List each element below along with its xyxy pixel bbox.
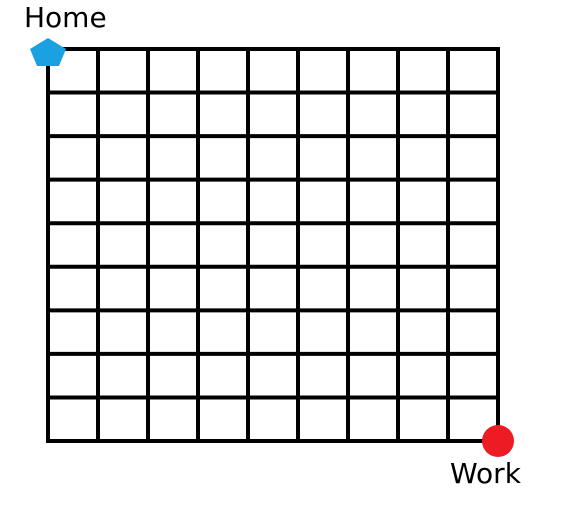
work-circle-marker <box>482 425 514 457</box>
home-label: Home <box>24 1 107 34</box>
work-label: Work <box>450 457 522 490</box>
home-pentagon-marker <box>30 38 66 66</box>
grid-lines <box>46 47 500 443</box>
